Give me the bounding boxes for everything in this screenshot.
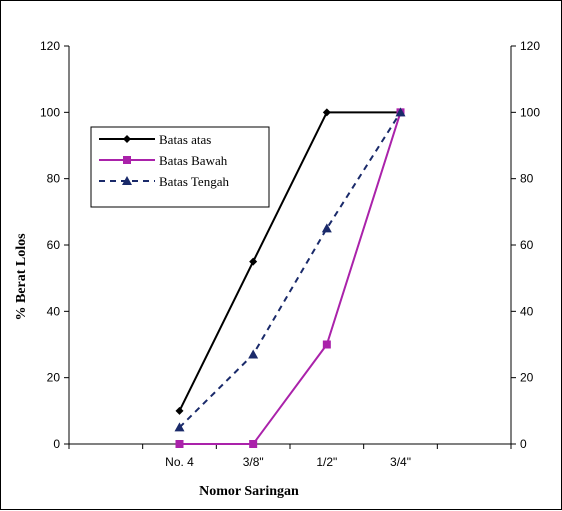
legend-swatch-marker bbox=[123, 156, 131, 164]
data-point bbox=[174, 422, 185, 432]
data-point bbox=[322, 108, 331, 117]
y-tick-label-left: 80 bbox=[47, 172, 61, 186]
data-point bbox=[249, 257, 258, 266]
data-point bbox=[175, 440, 184, 448]
y-tick-label-right: 100 bbox=[520, 105, 540, 119]
data-point bbox=[249, 440, 258, 448]
legend-swatch-marker bbox=[122, 176, 132, 185]
data-point bbox=[322, 340, 331, 349]
y-tick-label-right: 20 bbox=[520, 371, 534, 385]
data-point bbox=[175, 406, 184, 415]
data-point bbox=[248, 349, 259, 359]
x-axis-title: Nomor Saringan bbox=[199, 484, 299, 499]
y-tick-label-right: 0 bbox=[520, 437, 527, 451]
y-axis-title: % Berat Lolos bbox=[14, 233, 29, 321]
y-tick-label-left: 120 bbox=[40, 39, 60, 53]
y-tick-label-right: 120 bbox=[520, 39, 540, 53]
legend-label: Batas Bawah bbox=[159, 153, 228, 168]
y-tick-label-left: 20 bbox=[47, 371, 61, 385]
y-tick-label-left: 60 bbox=[47, 238, 61, 252]
legend-swatch-marker bbox=[123, 135, 131, 143]
series-line-1 bbox=[178, 111, 401, 412]
x-tick-label: 3/4" bbox=[390, 455, 411, 469]
y-tick-label-left: 40 bbox=[47, 304, 61, 318]
y-tick-label-right: 40 bbox=[520, 304, 534, 318]
y-tick-label-left: 100 bbox=[40, 105, 60, 119]
series-line-3 bbox=[178, 111, 402, 429]
x-tick-label: No. 4 bbox=[165, 455, 194, 469]
series-layer bbox=[174, 107, 406, 448]
x-tick-label: 1/2" bbox=[316, 455, 337, 469]
chart-legend: Batas atas Batas Bawah Batas Tengah bbox=[90, 126, 270, 208]
x-tick-label: 3/8" bbox=[243, 455, 264, 469]
data-point bbox=[321, 223, 332, 233]
data-point bbox=[395, 107, 406, 117]
y-tick-label-right: 80 bbox=[520, 172, 534, 186]
legend-label: Batas Tengah bbox=[159, 174, 229, 189]
y-tick-label-right: 60 bbox=[520, 238, 534, 252]
y-tick-label-left: 0 bbox=[53, 437, 60, 451]
legend-label: Batas atas bbox=[159, 132, 211, 147]
series-line-2 bbox=[179, 112, 402, 445]
axes-layer: 0 0 20 20 40 40 60 60 80 80 100 100 120 120 No. 4 3/8" 1… bbox=[40, 39, 540, 469]
legend-box bbox=[90, 126, 270, 208]
